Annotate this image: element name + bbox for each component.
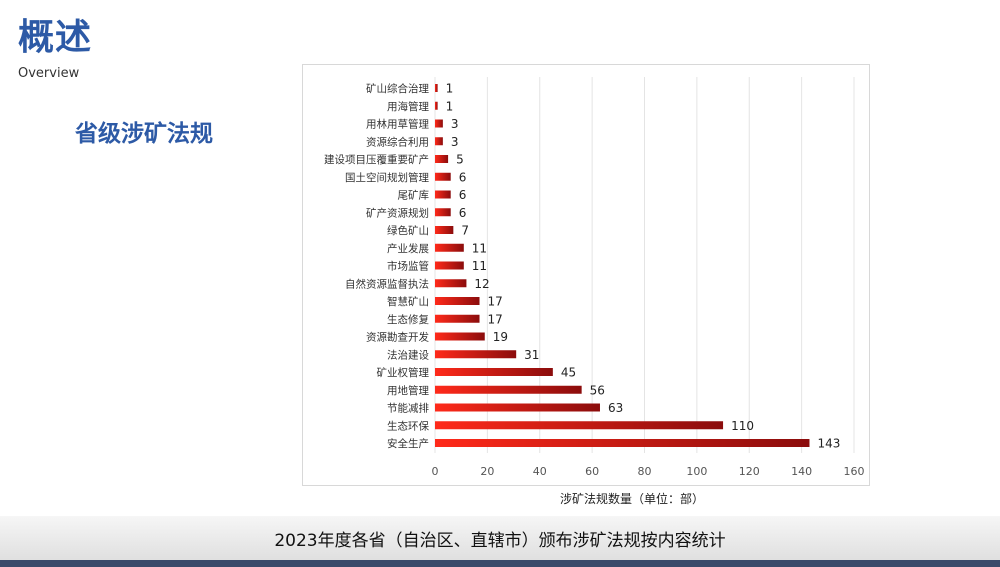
x-axis-label: 涉矿法规数量（单位：部） (560, 492, 705, 506)
bar (435, 243, 464, 252)
category-label: 产业发展 (387, 242, 429, 255)
category-label: 用林用草管理 (366, 118, 429, 131)
category-label: 矿产资源规划 (366, 206, 429, 219)
footer-band (0, 516, 1000, 567)
gridlines (434, 77, 855, 453)
bar (435, 261, 464, 270)
category-label: 生态修复 (387, 313, 429, 326)
bar (435, 101, 438, 110)
value-label: 6 (459, 170, 467, 184)
bar (435, 155, 449, 163)
value-label: 17 (488, 295, 503, 309)
category-label: 矿业权管理 (377, 366, 430, 379)
x-tick-label: 120 (739, 465, 760, 478)
category-label: 节能减排 (387, 402, 429, 415)
value-label: 17 (488, 312, 503, 326)
x-tick-label: 140 (791, 465, 812, 478)
page-subtitle: Overview (18, 66, 80, 81)
value-label: 5 (456, 153, 464, 167)
category-label: 法治建设 (387, 348, 429, 361)
category-label: 自然资源监督执法 (345, 277, 429, 290)
category-label: 资源勘查开发 (366, 331, 429, 344)
section-heading: 省级涉矿法规 (75, 121, 213, 147)
x-tick-label: 20 (480, 465, 494, 478)
bar (435, 403, 600, 412)
value-label: 31 (524, 348, 539, 362)
footer-bar (0, 560, 1000, 567)
category-label: 智慧矿山 (387, 295, 429, 308)
bar (435, 279, 467, 288)
value-label: 63 (608, 401, 623, 415)
category-label: 绿色矿山 (387, 224, 429, 237)
value-label: 1 (446, 99, 454, 113)
value-label: 6 (459, 206, 467, 220)
bar (435, 385, 582, 394)
bar (435, 297, 480, 305)
x-tick-label: 100 (686, 465, 707, 478)
bar (435, 137, 443, 146)
bar (435, 368, 553, 376)
value-label: 1 (446, 82, 454, 96)
category-label: 生态环保 (387, 419, 429, 432)
value-label: 45 (561, 366, 576, 380)
value-label: 143 (817, 437, 840, 451)
bar (435, 208, 451, 217)
bar-chart: 矿山综合治理用海管理用林用草管理资源综合利用建设项目压覆重要矿产国土空间规划管理… (324, 77, 865, 478)
value-label: 7 (461, 224, 469, 238)
bar (435, 172, 451, 181)
category-label: 用海管理 (387, 100, 429, 113)
category-label: 安全生产 (387, 437, 429, 450)
bars (435, 84, 810, 447)
value-label: 56 (590, 383, 605, 397)
value-label: 3 (451, 117, 459, 131)
x-tick-label: 80 (638, 465, 652, 478)
category-labels: 矿山综合治理用海管理用林用草管理资源综合利用建设项目压覆重要矿产国土空间规划管理… (324, 82, 429, 450)
value-label: 3 (451, 135, 459, 149)
value-label: 12 (474, 277, 489, 291)
x-tick-label: 0 (432, 465, 439, 478)
bar (435, 84, 438, 92)
page-title: 概述 (18, 17, 93, 58)
caption: 2023年度各省（自治区、直辖市）颁布涉矿法规按内容统计 (274, 531, 726, 551)
value-label: 11 (472, 259, 487, 273)
category-label: 建设项目压覆重要矿产 (324, 153, 429, 166)
x-tick-label: 60 (585, 465, 599, 478)
category-label: 用地管理 (387, 384, 429, 397)
bar (435, 332, 485, 341)
bar (435, 439, 810, 447)
category-label: 矿山综合治理 (366, 82, 429, 95)
category-label: 尾矿库 (398, 189, 430, 202)
value-label: 19 (493, 330, 508, 344)
x-tick-label: 40 (533, 465, 547, 478)
bar (435, 119, 443, 128)
bar (435, 421, 724, 430)
bar (435, 226, 454, 234)
chart-frame: 矿山综合治理用海管理用林用草管理 资源综合利用建设项目压覆重要矿产国土空间规划管理… (302, 64, 870, 486)
category-label: 市场监管 (387, 260, 429, 273)
value-label: 6 (459, 188, 467, 202)
bar (435, 190, 451, 199)
category-label: 国土空间规划管理 (345, 171, 429, 184)
bar (435, 314, 480, 323)
x-tick-labels: 0 20 40 60 80 100 120 140 160 (432, 465, 865, 478)
x-tick-label: 160 (844, 465, 865, 478)
value-label: 110 (731, 419, 754, 433)
bar (435, 350, 517, 359)
value-label: 11 (472, 241, 487, 255)
category-label: 资源综合利用 (366, 135, 429, 148)
